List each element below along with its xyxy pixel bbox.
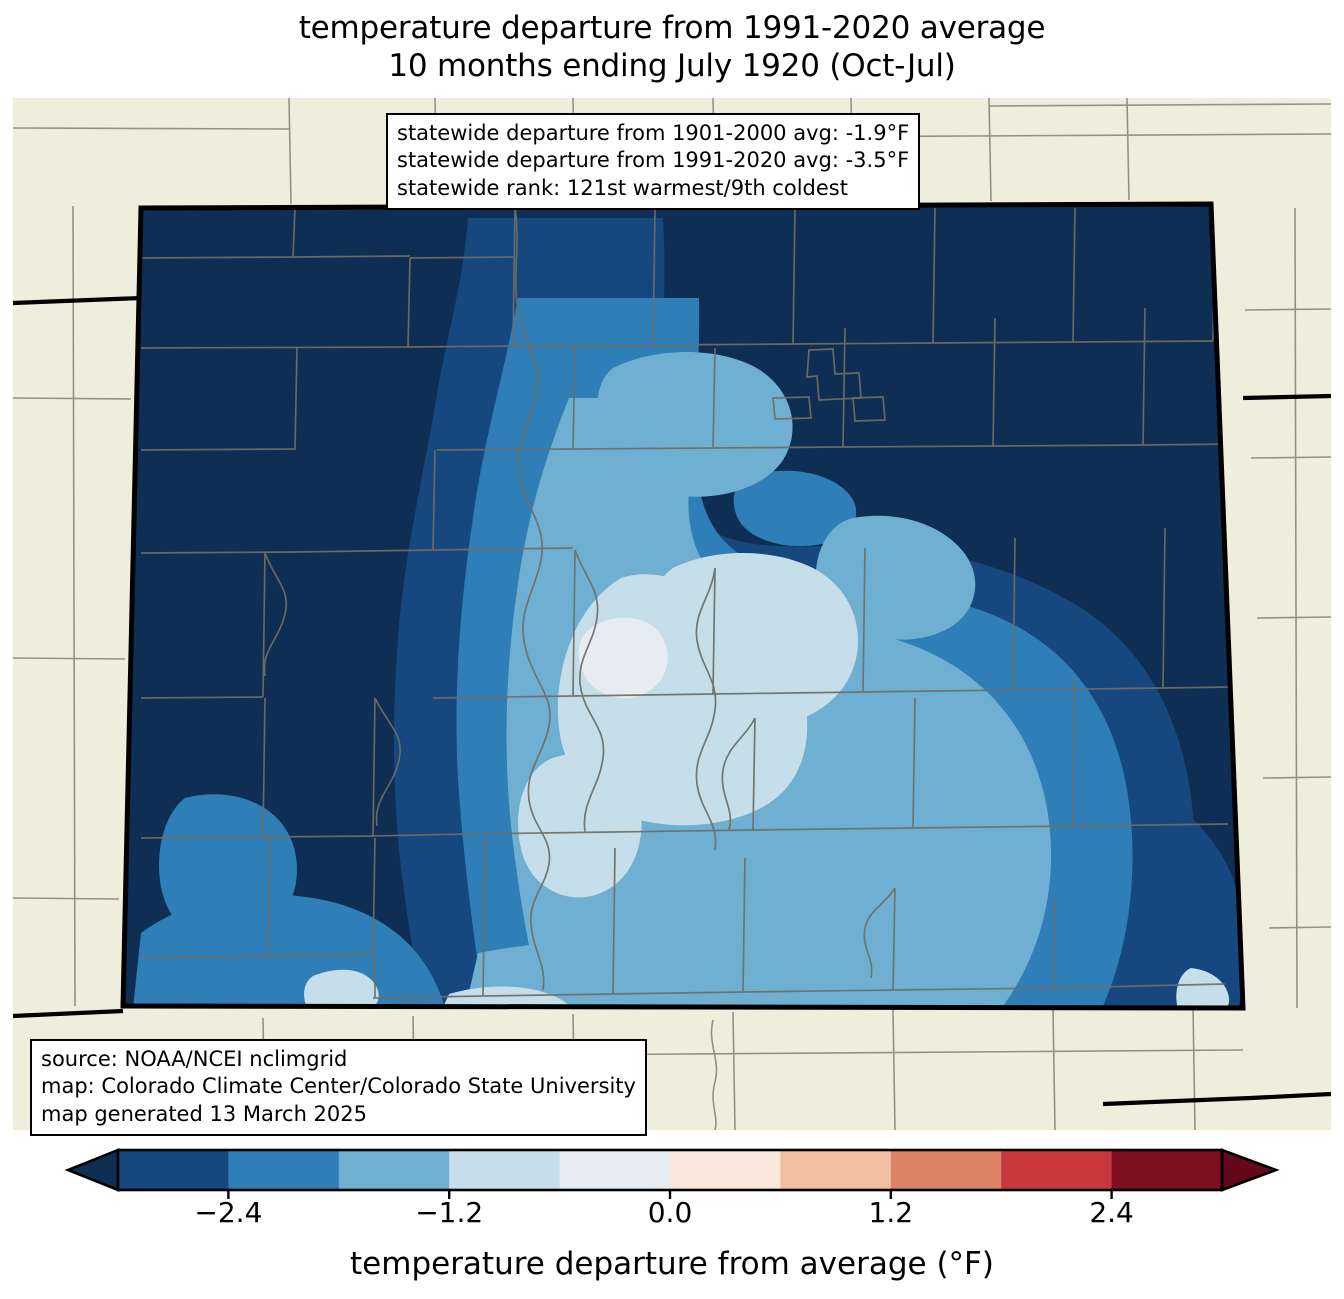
colorbar-caption: temperature departure from average (°F) — [350, 1246, 994, 1282]
colorbar — [0, 1140, 1344, 1200]
contour-band-neg12-neg06-b — [650, 553, 858, 730]
colorbar-band-6 — [780, 1150, 892, 1190]
stat-statewide-rank: statewide rank: 121st warmest/9th coldes… — [397, 175, 848, 200]
colorbar-ticks — [227, 1190, 1113, 1199]
page-title: temperature departure from 1991-2020 ave… — [0, 10, 1344, 86]
stat-departure-1901-2000: statewide departure from 1901-2000 avg: … — [397, 121, 910, 145]
contour-band-neg12-neg06-f — [1176, 968, 1230, 1008]
colorbar-extend-max — [1220, 1148, 1280, 1192]
colorbar-tick-label: −2.4 — [194, 1196, 263, 1229]
map-panel — [13, 98, 1331, 1130]
colorbar-band-3 — [449, 1150, 561, 1190]
colorado-county-lines — [140, 207, 1234, 999]
title-line-2: 10 months ending July 1920 (Oct-Jul) — [388, 47, 956, 84]
colorbar-band-1 — [228, 1150, 340, 1190]
colorbar-tick-label: −1.2 — [415, 1196, 484, 1229]
contour-band-neg12-neg06-e — [304, 969, 379, 1008]
colorbar-tick-label: 0.0 — [647, 1196, 693, 1229]
colorbar-bands — [64, 1148, 1280, 1192]
temperature-contour-fills — [123, 204, 1243, 1008]
stat-departure-1991-2020: statewide departure from 1991-2020 avg: … — [397, 148, 910, 173]
source-credits-box: source: NOAA/NCEI nclimgrid map: Colorad… — [30, 1039, 647, 1136]
colorbar-extend-min — [64, 1148, 120, 1192]
map-generated-line: map generated 13 March 2025 — [41, 1101, 368, 1126]
neighbor-state-outlines — [13, 295, 1331, 1107]
colorbar-tick-labels: −2.4 −1.2 0.0 1.2 2.4 — [0, 1196, 1344, 1238]
colorbar-band-7 — [890, 1150, 1002, 1190]
contour-band-neg24-neg18-g — [733, 470, 857, 547]
map-author-line: map: Colorado Climate Center/Colorado St… — [41, 1074, 636, 1099]
colorbar-band-0 — [118, 1150, 229, 1190]
contour-band-neg12-neg06-c — [518, 754, 642, 898]
colorbar-band-8 — [1001, 1150, 1113, 1190]
statewide-stats-box: statewide departure from 1901-2000 avg: … — [386, 113, 921, 210]
colorbar-band-5 — [670, 1150, 781, 1190]
colorado-temperature-departure-map — [13, 98, 1331, 1130]
contour-band-neg18-neg12-b — [597, 351, 793, 497]
source-line: source: NOAA/NCEI nclimgrid — [41, 1047, 348, 1071]
colorbar-tick-label: 1.2 — [868, 1196, 914, 1229]
contour-band-neg18-neg12-c — [815, 515, 976, 640]
colorbar-band-4 — [559, 1150, 671, 1190]
colorbar-svg — [64, 1148, 1280, 1199]
contour-band-neg06-0 — [578, 617, 668, 699]
colorbar-band-9 — [1111, 1150, 1223, 1190]
colorbar-tick-label: 2.4 — [1089, 1196, 1134, 1229]
colorbar-band-2 — [338, 1150, 450, 1190]
title-line-1: temperature departure from 1991-2020 ave… — [298, 10, 1046, 46]
